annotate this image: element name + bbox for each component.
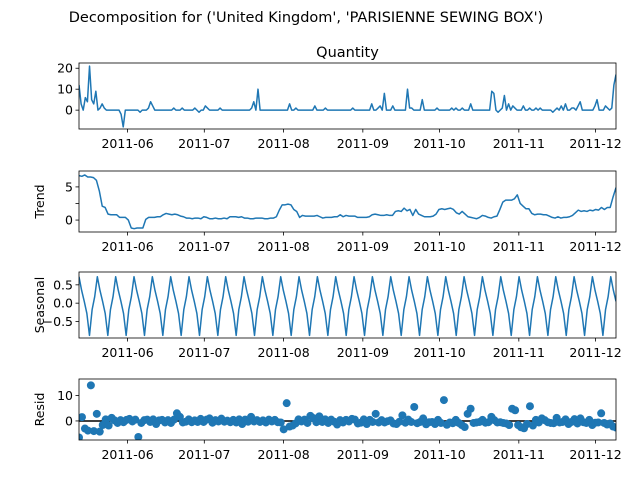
x-tick-label: 2011-09 <box>337 447 389 462</box>
resid-point <box>368 417 377 426</box>
y-axis-label: Seasonal <box>32 277 47 334</box>
y-tick-label: 10 <box>57 82 73 97</box>
x-tick-label: 2011-12 <box>569 239 621 254</box>
x-tick-label: 2011-11 <box>493 136 545 151</box>
resid-point <box>89 427 98 436</box>
resid-point <box>525 402 534 411</box>
x-tick-label: 2011-10 <box>413 447 465 462</box>
resid-point <box>83 426 92 435</box>
y-tick-label: 20 <box>57 61 73 76</box>
resid-point <box>594 418 603 427</box>
y-tick-label: 0 <box>65 103 73 118</box>
x-tick-label: 2011-11 <box>493 447 545 462</box>
resid-point <box>134 432 143 440</box>
series-line-1 <box>79 65 616 128</box>
panel-frame <box>78 62 617 130</box>
x-tick-label: 2011-07 <box>178 345 230 360</box>
resid-point <box>86 381 95 390</box>
y-tick-label: −0.5 <box>43 314 73 329</box>
resid-point <box>79 413 86 422</box>
y-tick-label: 0 <box>65 413 73 428</box>
panels: 0 10 20 2011-06 2011-07 2011-08 2011-09 2011-10… <box>32 45 622 462</box>
y-tick-label: 0 <box>65 213 73 228</box>
x-tick-label: 2011-12 <box>569 136 621 151</box>
plot-area <box>79 381 616 440</box>
plot-area <box>79 65 616 128</box>
x-tick-label: 2011-08 <box>257 447 309 462</box>
resid-point <box>410 402 419 411</box>
resid-point <box>398 411 407 420</box>
resid-point <box>466 404 475 413</box>
x-tick-label: 2011-11 <box>493 345 545 360</box>
resid-point <box>511 406 520 415</box>
series-line-3 <box>79 276 616 337</box>
panel-frame <box>78 378 617 441</box>
x-tick-label: 2011-10 <box>413 345 465 360</box>
resid-point <box>303 418 312 427</box>
panel-3: −0.5 0.0 0.5 2011-06 2011-07 2011-08 2011-09 20… <box>32 271 622 360</box>
panel-4: 0 10 2011-06 2011-07 2011-08 2011-09 2011-10 20… <box>32 378 622 462</box>
x-tick-label: 2011-11 <box>493 239 545 254</box>
resid-point <box>395 417 404 426</box>
plot-area <box>79 276 616 337</box>
x-tick-label: 2011-12 <box>569 447 621 462</box>
resid-point <box>169 415 178 424</box>
panel-1: 0 10 20 2011-06 2011-07 2011-08 2011-09 2011-10… <box>57 45 622 151</box>
resid-point <box>371 409 380 418</box>
x-tick-label: 2011-06 <box>101 136 153 151</box>
x-tick-label: 2011-10 <box>413 136 465 151</box>
x-tick-label: 2011-06 <box>101 447 153 462</box>
resid-point <box>92 409 101 418</box>
y-tick-label: 0.0 <box>53 296 73 311</box>
x-tick-label: 2011-10 <box>413 239 465 254</box>
resid-point <box>597 409 606 418</box>
x-tick-label: 2011-09 <box>337 239 389 254</box>
resid-point <box>95 427 104 436</box>
x-tick-label: 2011-07 <box>178 136 230 151</box>
y-axis-label: Resid <box>32 393 47 427</box>
y-tick-label: 0.5 <box>53 277 73 292</box>
x-tick-label: 2011-09 <box>337 345 389 360</box>
panel-2: 0 5 2011-06 2011-07 2011-08 2011-09 2011-10 201… <box>32 170 622 254</box>
x-tick-label: 2011-08 <box>257 136 309 151</box>
resid-point <box>439 396 448 405</box>
x-tick-label: 2011-06 <box>101 239 153 254</box>
panel-frame <box>78 170 617 233</box>
panel-frame <box>78 271 617 339</box>
panel-title: Quantity <box>316 45 379 61</box>
figure-title: Decomposition for ('United Kingdom', 'PA… <box>69 10 543 26</box>
plot-area <box>79 174 616 230</box>
resid-point <box>282 399 291 408</box>
resid-point <box>612 423 616 432</box>
resid-point <box>79 433 83 440</box>
x-tick-label: 2011-07 <box>178 447 230 462</box>
x-tick-label: 2011-07 <box>178 239 230 254</box>
resid-point <box>104 421 113 430</box>
resid-point <box>279 425 288 434</box>
y-tick-label: 5 <box>65 179 73 194</box>
y-tick-label: 10 <box>57 388 73 403</box>
x-tick-label: 2011-06 <box>101 345 153 360</box>
x-tick-label: 2011-08 <box>257 239 309 254</box>
resid-point <box>276 418 285 427</box>
x-tick-label: 2011-12 <box>569 345 621 360</box>
resid-point <box>131 415 140 424</box>
resid-point <box>505 421 514 429</box>
x-tick-label: 2011-09 <box>337 136 389 151</box>
series-line-2 <box>79 174 616 230</box>
x-tick-label: 2011-08 <box>257 345 309 360</box>
y-axis-label: Trend <box>32 184 47 219</box>
resid-point <box>460 423 469 432</box>
